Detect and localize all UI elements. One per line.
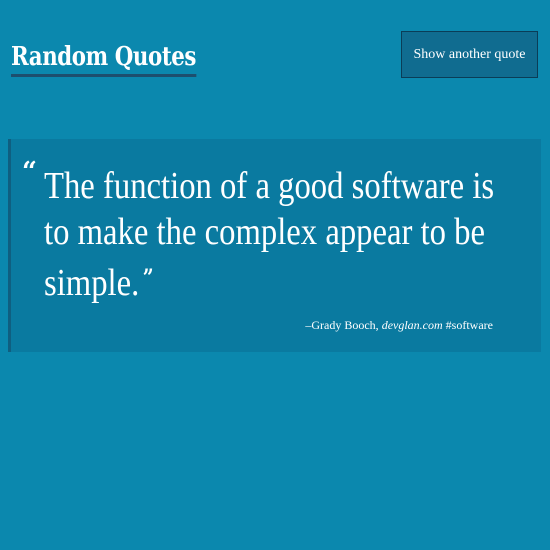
quote-text: The function of a good software is to ma… <box>44 165 494 304</box>
app-title: Random Quotes <box>11 40 196 77</box>
quote-author: Grady Booch, <box>311 318 378 332</box>
show-another-quote-button[interactable]: Show another quote <box>401 31 538 78</box>
quote-tag: #software <box>446 318 493 332</box>
quote-box: “ The function of a good software is to … <box>8 139 541 352</box>
quote-source: devglan.com <box>382 318 443 332</box>
quote-attribution: –Grady Booch, devglan.com #software <box>305 317 493 333</box>
open-quote-icon: “ <box>22 159 37 185</box>
quote-text-block: The function of a good software is to ma… <box>44 163 526 306</box>
close-quote-icon: ” <box>143 265 154 291</box>
show-another-quote-label: Show another quote <box>414 47 526 63</box>
